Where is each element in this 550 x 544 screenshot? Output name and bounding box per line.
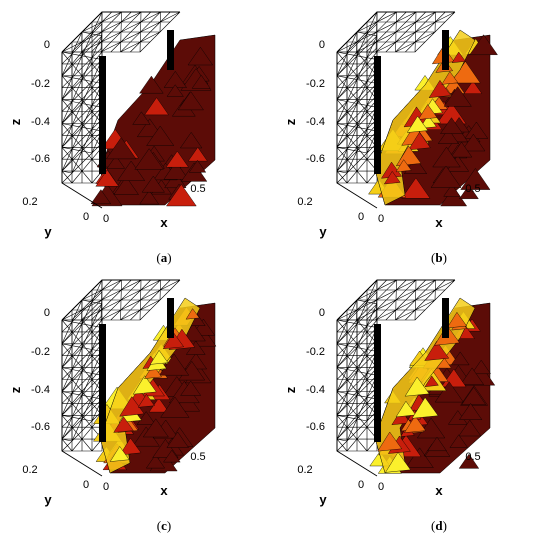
y-axis-ticks: 0.20 <box>22 464 89 491</box>
z-tick-label: 0 <box>319 39 325 51</box>
caption-open: ( <box>431 518 435 533</box>
z-tick-label: -0.6 <box>31 153 50 165</box>
z-axis-label: z <box>283 386 298 393</box>
z-tick-label: -0.6 <box>306 421 325 433</box>
caption-letter: d <box>435 518 443 533</box>
x-axis-ticks: 00.5 <box>378 183 481 225</box>
x-tick-label: 0.5 <box>190 183 205 195</box>
x-axis-label: x <box>435 483 443 498</box>
y-tick-label: 0.2 <box>22 196 37 208</box>
electrode-rods <box>374 298 449 442</box>
x-axis-label: x <box>160 215 168 230</box>
z-tick-label: -0.4 <box>31 384 50 396</box>
caption-open: ( <box>431 250 435 265</box>
z-tick-label: -0.2 <box>31 78 50 90</box>
z-axis-label: z <box>8 386 23 393</box>
panel-caption: (b) <box>431 250 447 265</box>
panel-caption: (d) <box>431 518 447 533</box>
caption-letter: a <box>161 250 168 265</box>
z-tick-label: -0.6 <box>31 421 50 433</box>
electrode-rods <box>99 30 174 174</box>
caption-open: ( <box>156 250 160 265</box>
y-tick-label: 0.2 <box>297 196 312 208</box>
panel-caption: (c) <box>157 518 171 533</box>
colored-domain <box>93 297 217 474</box>
colored-domain <box>368 29 498 207</box>
z-tick-label: -0.2 <box>306 78 325 90</box>
y-axis-ticks: 0.20 <box>297 464 364 491</box>
y-tick-label: 0 <box>358 479 364 491</box>
y-tick-label: 0.2 <box>22 464 37 476</box>
y-axis-label: y <box>319 492 327 507</box>
y-tick-label: 0 <box>358 211 364 223</box>
x-tick-label: 0.5 <box>465 451 480 463</box>
caption-letter: c <box>161 518 167 533</box>
caption-letter: b <box>435 250 442 265</box>
panel-caption: (a) <box>156 250 171 265</box>
z-tick-label: 0 <box>44 39 50 51</box>
y-axis-label: y <box>319 224 327 239</box>
colored-domain <box>369 297 496 474</box>
x-tick-label: 0 <box>378 481 384 493</box>
caption-open: ( <box>157 518 161 533</box>
caption-close: ) <box>167 518 171 533</box>
z-axis-label: z <box>8 118 23 125</box>
caption-close: ) <box>443 518 447 533</box>
z-axis-label: z <box>283 118 298 125</box>
z-axis-ticks: 0 -0.2 -0.4 -0.6 <box>306 307 325 433</box>
x-axis-label: x <box>160 483 168 498</box>
z-tick-label: -0.2 <box>306 346 325 358</box>
x-tick-label: 0 <box>103 481 109 493</box>
x-tick-label: 0.5 <box>190 451 205 463</box>
z-tick-label: -0.4 <box>31 116 50 128</box>
colored-domain <box>90 34 216 207</box>
y-axis-ticks: 0.20 <box>22 196 89 223</box>
caption-close: ) <box>443 250 447 265</box>
y-tick-label: 0 <box>83 211 89 223</box>
x-axis-ticks: 00.5 <box>378 451 481 493</box>
z-tick-label: -0.4 <box>306 116 325 128</box>
x-tick-label: 0 <box>378 213 384 225</box>
electrode-rods <box>374 30 449 174</box>
x-tick-label: 0 <box>103 213 109 225</box>
z-axis-ticks: 0 -0.2 -0.4 -0.6 <box>306 39 325 165</box>
z-tick-label: 0 <box>44 307 50 319</box>
z-axis-ticks: 0 -0.2 -0.4 -0.6 <box>31 307 50 433</box>
x-tick-label: 0.5 <box>465 183 480 195</box>
z-tick-label: 0 <box>319 307 325 319</box>
caption-close: ) <box>167 250 171 265</box>
z-tick-label: -0.6 <box>306 153 325 165</box>
y-tick-label: 0.2 <box>297 464 312 476</box>
y-axis-label: y <box>44 492 52 507</box>
y-tick-label: 0 <box>83 479 89 491</box>
z-tick-label: -0.4 <box>306 384 325 396</box>
y-axis-ticks: 0.20 <box>297 196 364 223</box>
z-axis-ticks: 0 -0.2 -0.4 -0.6 <box>31 39 50 165</box>
x-axis-ticks: 00.5 <box>103 183 206 225</box>
x-axis-ticks: 00.5 <box>103 451 206 493</box>
z-tick-label: -0.2 <box>31 346 50 358</box>
electrode-rods <box>99 298 174 442</box>
y-axis-label: y <box>44 224 52 239</box>
x-axis-label: x <box>435 215 443 230</box>
